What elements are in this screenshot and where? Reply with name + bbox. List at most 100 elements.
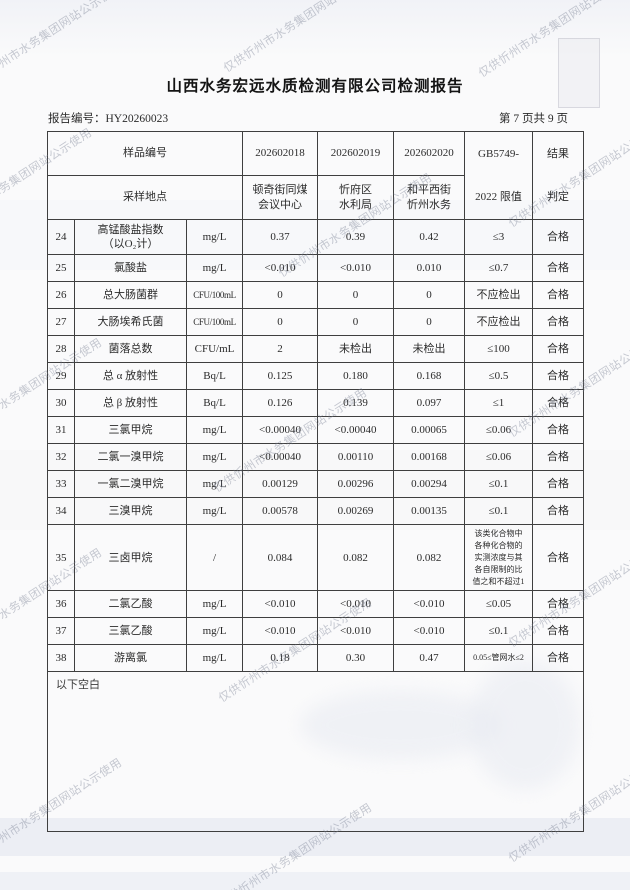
value-sample-2: 0.30 [317, 644, 395, 673]
limit-header: GB5749- 2022 限值 [464, 130, 534, 221]
parameter-name: 三卤甲烷 [74, 524, 187, 592]
row-number: 26 [47, 281, 75, 310]
limit-value: ≤0.1 [464, 617, 534, 646]
limit-value: ≤0.05 [464, 590, 534, 619]
unit: mg/L [185, 470, 244, 499]
parameter-name: 总 α 放射性 [74, 362, 187, 391]
value-sample-1: 0.125 [242, 362, 319, 391]
value-sample-1: <0.010 [242, 617, 319, 646]
unit: mg/L [185, 617, 244, 646]
parameter-name: 游离氯 [74, 644, 187, 673]
result-header-line2: 判定 [547, 190, 570, 203]
unit: mg/L [185, 416, 244, 445]
row-number: 30 [47, 389, 75, 418]
parameter-name: 总大肠菌群 [74, 281, 187, 310]
table-row: 31 三氯甲烷 mg/L <0.00040 <0.00040 0.00065 ≤… [47, 416, 585, 445]
limit-value: ≤0.1 [464, 497, 534, 526]
value-sample-2: 0.00110 [317, 443, 395, 472]
result-judgment: 合格 [532, 416, 585, 445]
unit: Bq/L [185, 362, 244, 391]
value-sample-1: <0.010 [242, 254, 319, 283]
row-number: 24 [47, 219, 75, 256]
limit-value: 不应检出 [464, 281, 534, 310]
row-number: 31 [47, 416, 75, 445]
table-row: 28 菌落总数 CFU/mL 2 未检出 未检出 ≤100 合格 [47, 335, 585, 364]
value-sample-1: 0.126 [242, 389, 319, 418]
result-judgment: 合格 [532, 524, 585, 592]
value-sample-1: 0.00129 [242, 470, 319, 499]
value-sample-2: 0.00269 [317, 497, 395, 526]
table-row: 38 游离氯 mg/L 0.18 0.30 0.47 0.05≤管网水≤2 合格 [47, 644, 585, 673]
table-row: 27 大肠埃希氏菌 CFU/100mL 0 0 0 不应检出 合格 [47, 308, 585, 337]
value-sample-3: 0.168 [393, 362, 466, 391]
parameter-name: 高锰酸盐指数 （以O₂计） [74, 219, 187, 256]
result-judgment: 合格 [532, 443, 585, 472]
table-row: 29 总 α 放射性 Bq/L 0.125 0.180 0.168 ≤0.5 合… [47, 362, 585, 391]
value-sample-2: 0.00296 [317, 470, 395, 499]
limit-value: ≤0.5 [464, 362, 534, 391]
unit: mg/L [185, 497, 244, 526]
value-sample-3: 0 [393, 281, 466, 310]
table-row: 32 二氯一溴甲烷 mg/L <0.00040 0.00110 0.00168 … [47, 443, 585, 472]
table-row: 33 一氯二溴甲烷 mg/L 0.00129 0.00296 0.00294 ≤… [47, 470, 585, 499]
value-sample-3: <0.010 [393, 590, 466, 619]
table-row: 25 氯酸盐 mg/L <0.010 <0.010 0.010 ≤0.7 合格 [47, 254, 585, 283]
value-sample-3: 0.42 [393, 219, 466, 256]
header-row-sample-ids: 样品编号 202602018 202602019 202602020 GB574… [46, 130, 585, 221]
row-number: 34 [47, 497, 75, 526]
value-sample-2: 0.180 [317, 362, 395, 391]
value-sample-2: <0.010 [317, 254, 395, 283]
value-sample-3: 0.00168 [393, 443, 466, 472]
row-number: 32 [47, 443, 75, 472]
location-header: 采样地点 [46, 174, 244, 221]
value-sample-2: <0.010 [317, 617, 395, 646]
unit: mg/L [185, 644, 244, 673]
faint-stamp-artifact [558, 38, 600, 108]
value-sample-2: 未检出 [317, 335, 395, 364]
value-sample-1: 0 [242, 281, 319, 310]
unit: Bq/L [185, 389, 244, 418]
limit-header-line2: 2022 限值 [475, 190, 522, 203]
sample-id-1: 202602018 [242, 131, 319, 176]
value-sample-1: 0 [242, 308, 319, 337]
value-sample-3: 0.00294 [393, 470, 466, 499]
limit-value: ≤0.06 [464, 416, 534, 445]
value-sample-2: <0.00040 [317, 416, 395, 445]
table-row: 30 总 β 放射性 Bq/L 0.126 0.139 0.097 ≤1 合格 [47, 389, 585, 418]
row-number: 36 [47, 590, 75, 619]
result-judgment: 合格 [532, 617, 585, 646]
watermark-text: 仅供忻州市水务集团网站公示使用 [476, 0, 630, 80]
parameter-name: 三氯甲烷 [74, 416, 187, 445]
value-sample-3: 0 [393, 308, 466, 337]
report-number: 报告编号：HY20260023 [48, 113, 169, 125]
unit: CFU/100mL [185, 281, 244, 310]
limit-value: ≤0.7 [464, 254, 534, 283]
row-number: 35 [47, 524, 75, 592]
value-sample-1: 0.18 [242, 644, 319, 673]
limit-header-line1: GB5749- [478, 148, 519, 161]
result-judgment: 合格 [532, 644, 585, 673]
unit: mg/L [185, 443, 244, 472]
limit-value: ≤100 [464, 335, 534, 364]
parameter-name: 氯酸盐 [74, 254, 187, 283]
parameter-name: 总 β 放射性 [74, 389, 187, 418]
row-number: 25 [47, 254, 75, 283]
unit: mg/L [185, 219, 244, 256]
value-sample-2: 0 [317, 281, 395, 310]
result-judgment: 合格 [532, 254, 585, 283]
row-number: 29 [47, 362, 75, 391]
row-number: 38 [47, 644, 75, 673]
unit: / [185, 524, 244, 592]
result-header: 结果 判定 [532, 130, 585, 221]
parameter-name: 一氯二溴甲烷 [74, 470, 187, 499]
page-indicator: 第 7 页共 9 页 [499, 113, 568, 125]
limit-value: 不应检出 [464, 308, 534, 337]
result-judgment: 合格 [532, 590, 585, 619]
value-sample-2: 0.139 [317, 389, 395, 418]
scan-shade-bottom [0, 872, 630, 890]
limit-value: ≤3 [464, 219, 534, 256]
row-number: 33 [47, 470, 75, 499]
result-judgment: 合格 [532, 281, 585, 310]
value-sample-1: <0.00040 [242, 416, 319, 445]
result-header-line1: 结果 [547, 148, 570, 161]
